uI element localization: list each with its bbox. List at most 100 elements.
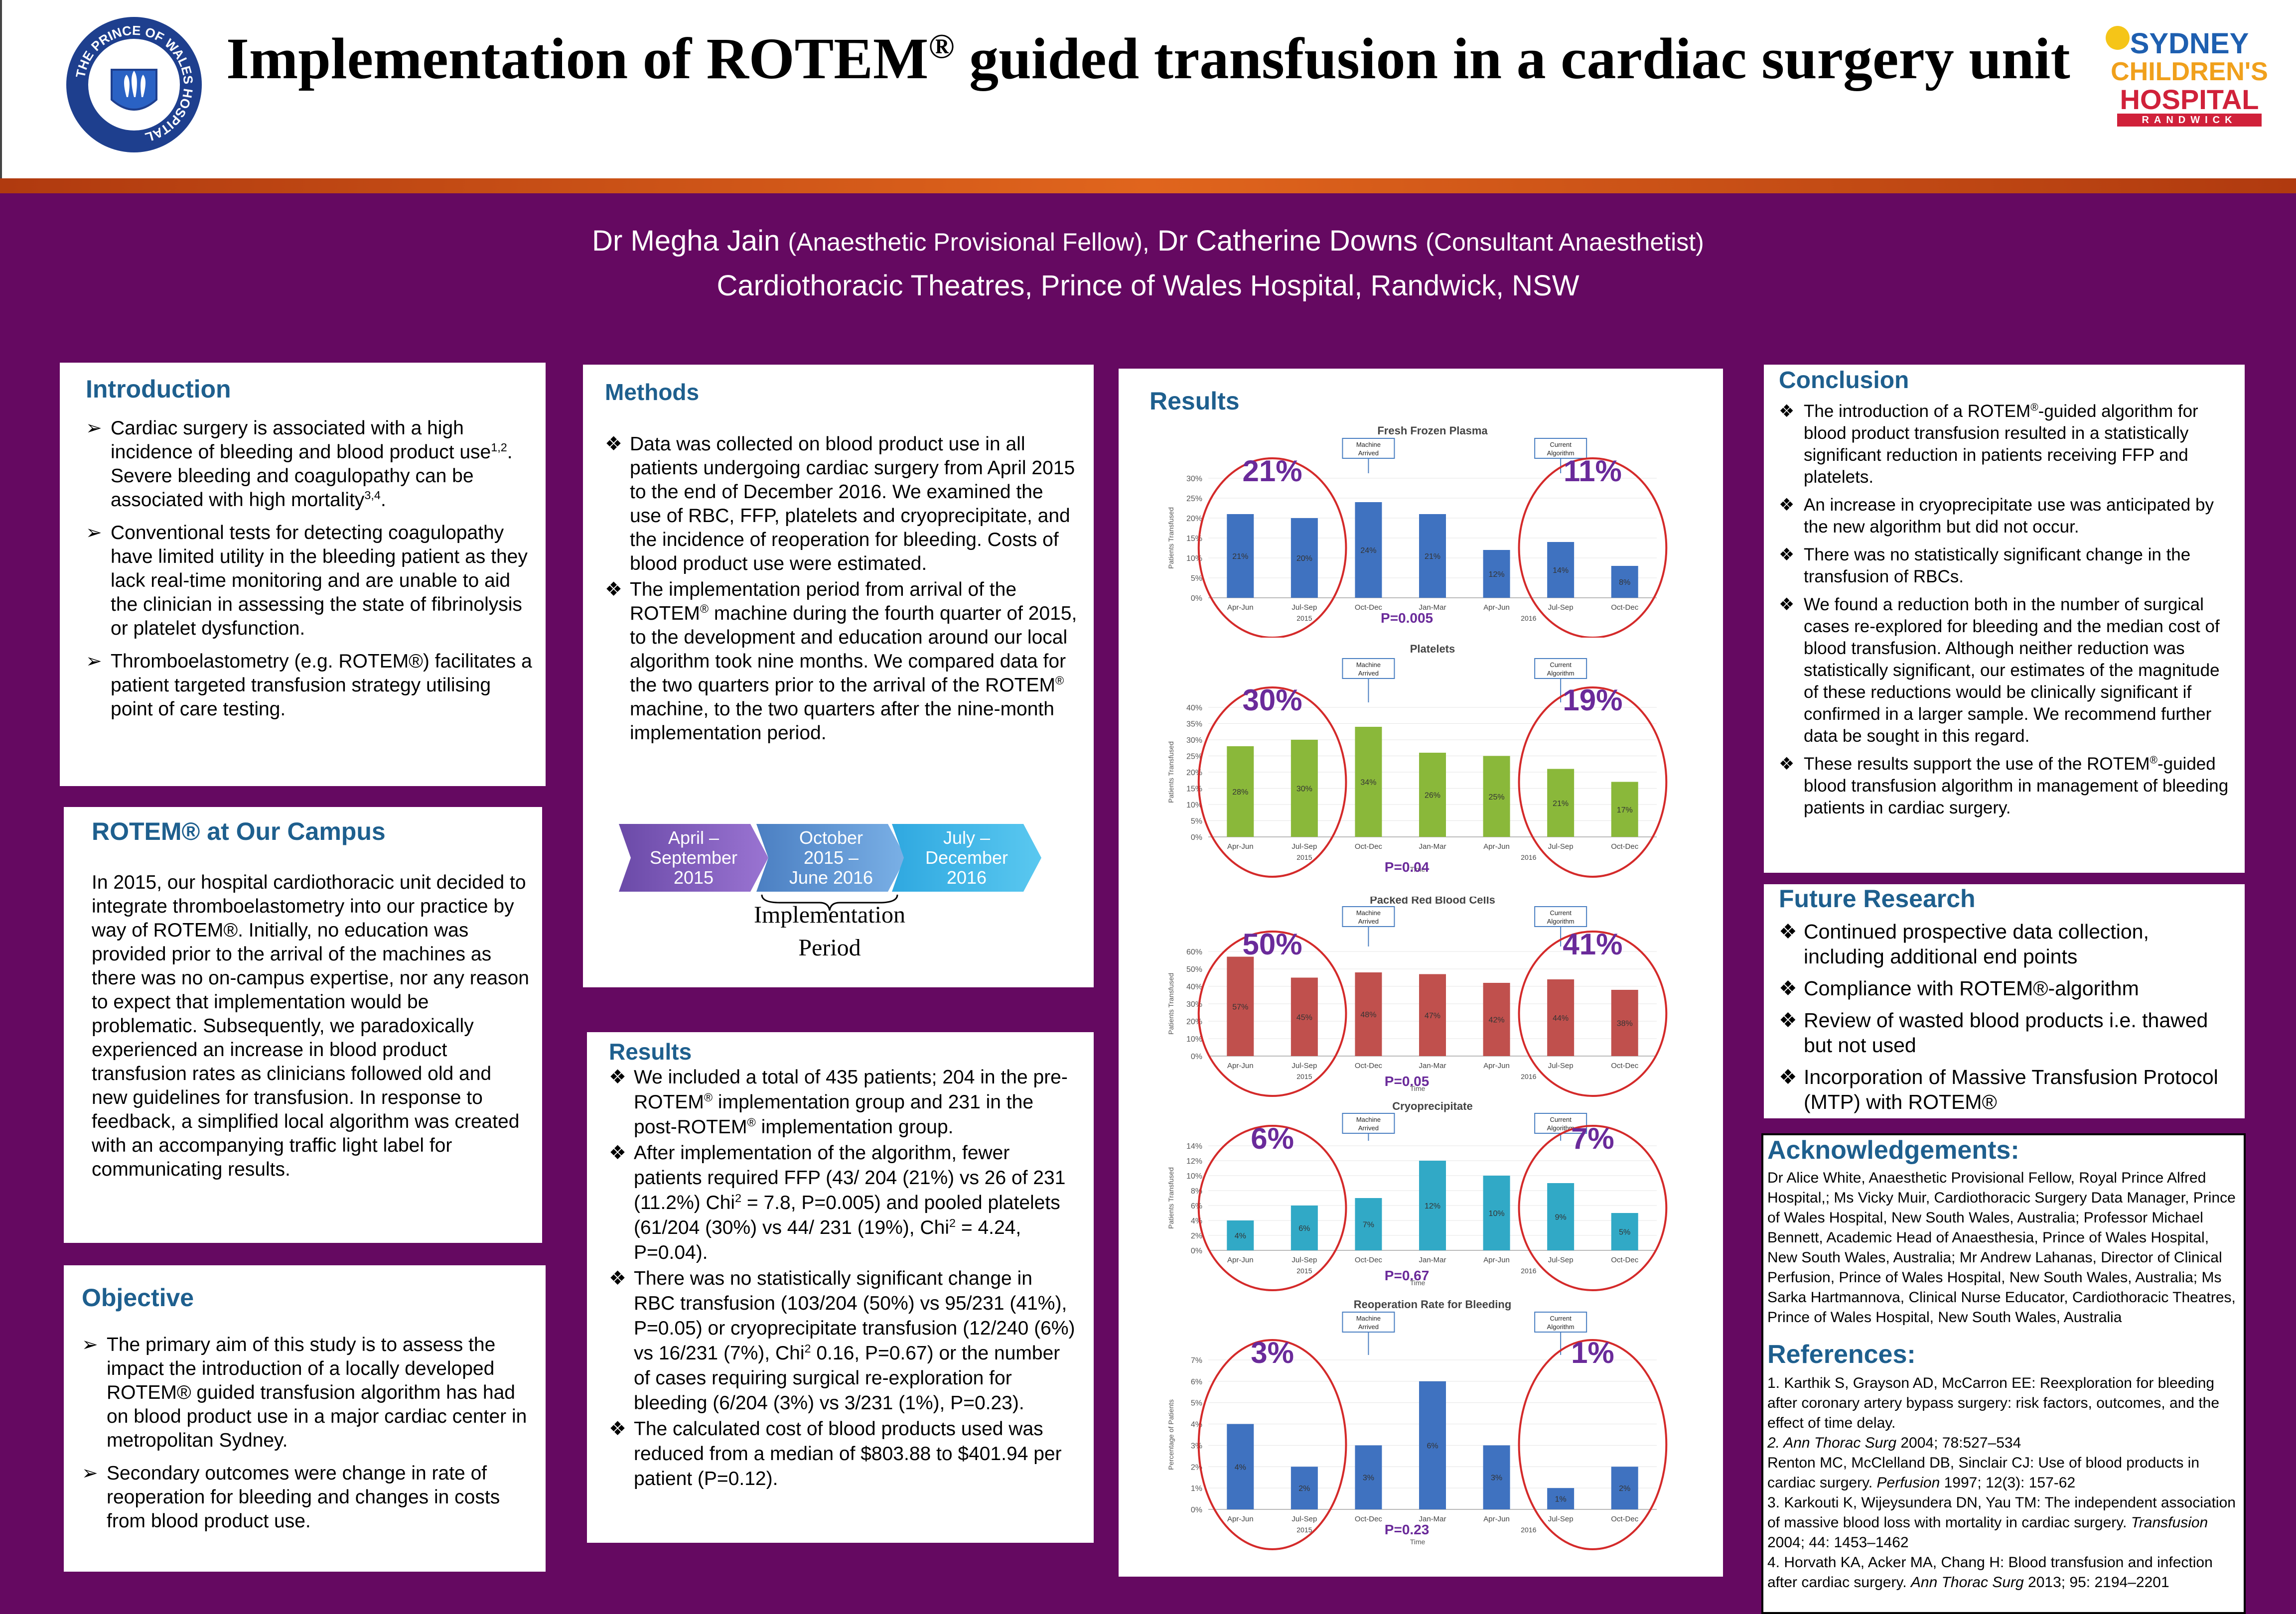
bar	[1547, 769, 1575, 837]
bar	[1547, 979, 1575, 1056]
bar	[1419, 514, 1446, 598]
bar	[1355, 502, 1382, 598]
bar	[1611, 566, 1638, 598]
chart-title: Cryoprecipitate	[1392, 1101, 1472, 1112]
list-item: After implementation of the algorithm, f…	[609, 1141, 1077, 1265]
methods-heading: Methods	[605, 379, 700, 405]
bar	[1355, 972, 1382, 1056]
y-tick-label: 7%	[1191, 1356, 1202, 1365]
conclusion-heading: Conclusion	[1779, 367, 1909, 394]
list-item: Cardiac surgery is associated with a hig…	[86, 416, 534, 512]
acknowledgements-text: Dr Alice White, Anaesthetic Provisional …	[1767, 1170, 2236, 1326]
x-axis-label: Time	[1410, 1279, 1426, 1287]
bar-value-label: 12%	[1425, 1202, 1440, 1210]
x-tick-label: Apr-Jun	[1483, 1515, 1510, 1523]
y-axis-label: Patients Transfused	[1167, 973, 1175, 1035]
highlight-circle-post	[1518, 1125, 1668, 1291]
results-text-heading: Results	[609, 1039, 692, 1065]
current-algorithm-marker-box	[1534, 658, 1587, 679]
bar-value-label: 14%	[1553, 566, 1569, 575]
sydney-childrens-hospital-logo: SYDNEY CHILDREN'S HOSPITAL RANDWICK	[2106, 26, 2269, 127]
bar-value-label: 4%	[1235, 1463, 1246, 1472]
y-tick-label: 40%	[1186, 983, 1202, 991]
timeline-chevron-pre: April – September 2015	[619, 824, 768, 892]
p-value: P=0.05	[1385, 1074, 1430, 1089]
y-tick-label: 0%	[1191, 1247, 1202, 1255]
y-tick-label: 0%	[1191, 833, 1202, 842]
x-tick-label: Jan-Mar	[1419, 603, 1446, 612]
bar-value-label: 3%	[1491, 1474, 1502, 1482]
bar	[1419, 1381, 1446, 1509]
machine-arrived-marker-label: Machine	[1356, 441, 1381, 448]
highlight-circle-post	[1518, 931, 1668, 1097]
bar-value-label: 7%	[1363, 1221, 1374, 1229]
current-algorithm-marker-label: Current	[1550, 1315, 1572, 1322]
bar	[1291, 518, 1318, 598]
bar	[1419, 1161, 1446, 1250]
x-tick-label: Apr-Jun	[1227, 842, 1254, 851]
bar-value-label: 30%	[1296, 785, 1312, 794]
header-divider	[0, 178, 2296, 193]
x-tick-label: Oct-Dec	[1611, 1062, 1639, 1070]
x-tick-label: Apr-Jun	[1227, 1062, 1254, 1070]
bar	[1611, 782, 1638, 837]
timeline-chevron-post: July – December 2016	[892, 824, 1041, 892]
list-item: The implementation period from arrival o…	[605, 578, 1078, 745]
bar	[1291, 1206, 1318, 1250]
y-tick-label: 10%	[1186, 1172, 1202, 1181]
timeline-chevron-implementation: October 2015 – June 2016	[756, 824, 906, 892]
results-text-panel: Results We included a total of 435 patie…	[587, 1032, 1094, 1543]
bar	[1355, 1198, 1382, 1250]
list-item: Incorporation of Massive Transfusion Pro…	[1779, 1065, 2235, 1114]
x-tick-label: Jul-Sep	[1548, 603, 1574, 612]
list-item: Data was collected on blood product use …	[605, 432, 1078, 576]
x-axis-label: Time	[1410, 865, 1426, 873]
x-tick-label: Jan-Mar	[1419, 1256, 1446, 1264]
list-item: We included a total of 435 patients; 204…	[609, 1065, 1077, 1140]
objective-list: The primary aim of this study is to asse…	[82, 1333, 535, 1542]
objective-panel: Objective The primary aim of this study …	[64, 1265, 546, 1572]
y-tick-label: 0%	[1191, 1506, 1202, 1514]
methods-panel: Methods Data was collected on blood prod…	[583, 365, 1094, 987]
highlight-circle-post	[1518, 1339, 1668, 1550]
bar-value-label: 12%	[1489, 570, 1505, 579]
x-tick-label: Apr-Jun	[1227, 1515, 1254, 1523]
methods-list: Data was collected on blood product use …	[605, 432, 1078, 754]
y-tick-label: 2%	[1191, 1232, 1202, 1240]
y-tick-label: 0%	[1191, 594, 1202, 603]
header: THE PRINCE OF WALES HOSPITAL Implementat…	[0, 0, 2296, 179]
chart-cryoprecipitate: Cryoprecipitate0%2%4%6%8%10%12%14%Patien…	[1167, 1101, 1668, 1291]
chart-title: Packed Red Blood Cells	[1370, 897, 1495, 906]
year-label: 2016	[1521, 1526, 1536, 1534]
campus-heading: ROTEM® at Our Campus	[92, 817, 386, 845]
machine-arrived-marker-label: Machine	[1356, 661, 1381, 669]
y-tick-label: 20%	[1186, 515, 1202, 523]
x-tick-label: Oct-Dec	[1611, 842, 1639, 851]
x-tick-label: Jul-Sep	[1548, 1062, 1574, 1070]
y-tick-label: 14%	[1186, 1142, 1202, 1151]
bar-value-label: 2%	[1298, 1484, 1310, 1493]
highlight-circle-post	[1518, 457, 1668, 638]
machine-arrived-marker-label: Machine	[1356, 909, 1381, 917]
bar	[1419, 753, 1446, 837]
list-item: Conventional tests for detecting coagulo…	[86, 521, 534, 641]
x-tick-label: Oct-Dec	[1611, 1256, 1639, 1264]
x-tick-label: Jul-Sep	[1548, 842, 1574, 851]
year-label: 2016	[1521, 614, 1536, 622]
machine-arrived-marker-label: Machine	[1356, 1116, 1381, 1123]
x-tick-label: Jan-Mar	[1419, 1062, 1446, 1070]
bar-value-label: 10%	[1489, 1210, 1505, 1218]
future-research-heading: Future Research	[1779, 885, 1976, 913]
chart-title: Fresh Frozen Plasma	[1377, 424, 1488, 437]
y-tick-label: 10%	[1186, 1035, 1202, 1044]
machine-arrived-marker-box	[1342, 906, 1395, 927]
chart-ffp: Fresh Frozen Plasma0%5%10%15%20%25%30%Pa…	[1167, 424, 1668, 638]
results-list: We included a total of 435 patients; 204…	[609, 1065, 1077, 1500]
x-tick-label: Jul-Sep	[1548, 1515, 1574, 1523]
bar-value-label: 6%	[1427, 1442, 1438, 1450]
x-tick-label: Jul-Sep	[1292, 603, 1317, 612]
y-tick-label: 5%	[1191, 817, 1202, 826]
bar-value-label: 17%	[1617, 806, 1633, 814]
introduction-heading: Introduction	[86, 375, 231, 403]
bar-value-label: 20%	[1296, 554, 1312, 563]
